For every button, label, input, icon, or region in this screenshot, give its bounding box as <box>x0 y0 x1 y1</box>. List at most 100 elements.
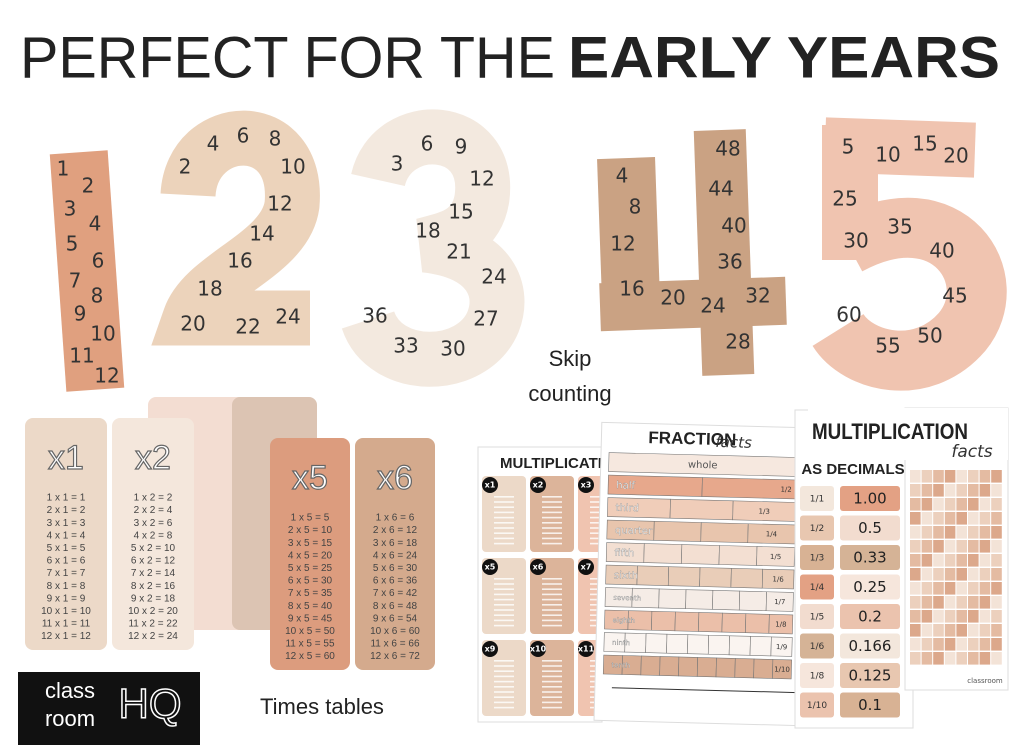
facts-cell <box>910 624 921 637</box>
facts-cell <box>956 526 967 539</box>
card-row: 2 x 2 = 4 <box>134 505 173 516</box>
fraction-part <box>669 498 734 521</box>
facts-cell <box>968 582 979 595</box>
title-bold: EARLY YEARS <box>568 25 1000 90</box>
tile-label: x11 <box>578 645 595 654</box>
facts-cell <box>921 596 933 609</box>
card-row: 6 x 6 = 36 <box>373 576 418 587</box>
card-row: 11 x 5 = 55 <box>285 639 334 650</box>
facts-cell <box>944 498 956 511</box>
fraction-text: 1/4 <box>810 583 825 593</box>
decimal-text: 1.00 <box>853 490 886 508</box>
tile-line <box>494 670 514 672</box>
skip-number: 16 <box>619 277 644 301</box>
fraction-part <box>728 635 751 656</box>
facts-cell <box>956 470 967 483</box>
facts-cell <box>933 512 944 525</box>
skip-number: 4 <box>89 212 102 236</box>
tile-line <box>542 660 562 662</box>
fraction-name: half <box>616 480 636 491</box>
card-row: 9 x 1 = 9 <box>47 593 86 604</box>
card-row: 11 x 1 = 11 <box>42 619 91 630</box>
times-card <box>25 418 107 650</box>
facts-cell <box>910 568 921 581</box>
decimal-box <box>840 663 900 688</box>
fraction-part <box>715 657 736 678</box>
tile-line <box>494 619 514 622</box>
facts-cell <box>910 610 921 623</box>
tile-line <box>542 619 562 622</box>
facts-cell <box>910 498 921 511</box>
facts-cell <box>991 526 1002 539</box>
decimal-text: 0.25 <box>853 578 886 596</box>
facts-cell <box>921 470 933 483</box>
card-row: 2 x 5 = 10 <box>288 525 333 536</box>
fraction-part <box>699 567 732 588</box>
card-row: 6 x 5 = 30 <box>288 576 333 587</box>
logo-text: HQ <box>119 680 182 727</box>
facts-cell <box>933 582 944 595</box>
tile-line <box>494 686 514 688</box>
fraction-name: quarter <box>615 525 653 537</box>
facts-cell <box>921 624 933 637</box>
skip-number: 25 <box>832 187 857 211</box>
facts-cell <box>944 554 956 567</box>
digit-shapes <box>49 109 1007 392</box>
facts-cell <box>910 582 921 595</box>
poster-header <box>808 408 1008 460</box>
card-row: 3 x 5 = 15 <box>288 538 333 549</box>
fraction-text: 1/8 <box>810 672 825 682</box>
facts-cell <box>921 498 933 511</box>
tile-badge <box>578 641 594 657</box>
facts-cell <box>944 652 956 665</box>
card-row: 7 x 1 = 7 <box>47 568 86 579</box>
tile-line <box>542 686 562 688</box>
facts-cell <box>991 596 1002 609</box>
tile-line <box>542 516 562 519</box>
tile-badge <box>530 641 546 657</box>
tile-line <box>494 706 514 709</box>
tile-line <box>542 501 562 503</box>
tile <box>482 476 526 552</box>
tile-line <box>494 624 514 627</box>
card-row: 7 x 5 = 35 <box>288 588 333 599</box>
facts-cell <box>944 512 956 525</box>
skip-number: 15 <box>448 200 473 224</box>
skip-number: 8 <box>91 284 104 308</box>
tile-label: x9 <box>485 645 496 654</box>
fraction-part <box>685 589 714 610</box>
facts-cell <box>921 610 933 623</box>
fraction-part <box>765 591 794 612</box>
skip-number: 20 <box>180 312 205 336</box>
tile-line <box>494 696 514 698</box>
times-card <box>270 438 350 670</box>
facts-cell <box>979 610 991 623</box>
facts-cell <box>910 526 921 539</box>
skip-number: 48 <box>715 137 740 161</box>
facts-cell <box>944 610 956 623</box>
facts-cell <box>991 610 1002 623</box>
skip-number: 10 <box>90 322 115 346</box>
fraction-part <box>681 544 720 565</box>
facts-cell <box>910 484 921 497</box>
fraction-box <box>800 574 834 600</box>
facts-cell <box>979 582 991 595</box>
fraction-part <box>696 657 717 678</box>
facts-cell <box>910 554 921 567</box>
facts-cell <box>910 470 921 483</box>
tile-badge <box>578 477 594 493</box>
facts-cell <box>968 470 979 483</box>
facts-cell <box>944 470 956 483</box>
fraction-name: third <box>615 503 639 515</box>
facts-cell <box>933 540 944 553</box>
decimal-box <box>840 574 900 600</box>
skip-number: 24 <box>275 305 300 329</box>
fraction-part <box>643 543 683 564</box>
card-header: x2 <box>135 439 171 477</box>
skip-number: 28 <box>725 330 750 354</box>
facts-cell <box>921 526 933 539</box>
fraction-part <box>636 565 670 586</box>
poster-footer: classroom <box>967 677 1003 685</box>
facts-cell <box>968 512 979 525</box>
